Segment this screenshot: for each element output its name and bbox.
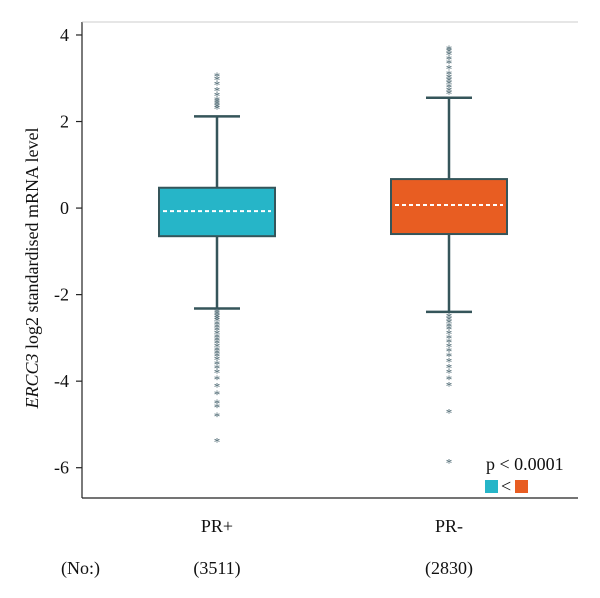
outlier-point-pr-minus: * [446, 52, 453, 67]
y-tick-label: 4 [60, 25, 69, 45]
outlier-point-pr-minus: * [446, 319, 453, 334]
outlier-point-pr-plus: * [214, 102, 221, 117]
outlier-point-pr-minus: * [446, 340, 453, 355]
outlier-point-pr-minus: * [446, 355, 453, 370]
outlier-point-pr-plus: * [214, 409, 221, 424]
outlier-point-pr-plus: * [214, 372, 221, 387]
count-row-label: (No:) [61, 558, 100, 579]
outlier-point-pr-plus: * [214, 435, 221, 450]
outlier-point-pr-minus: * [446, 56, 453, 71]
outlier-point-pr-minus: * [446, 86, 453, 101]
outlier-point-pr-minus: * [446, 44, 453, 59]
outlier-point-pr-minus: * [446, 67, 453, 82]
outlier-point-pr-minus: * [446, 322, 453, 337]
outlier-point-pr-minus: * [446, 83, 453, 98]
y-tick-label: -6 [54, 458, 69, 478]
outlier-point-pr-plus: * [214, 93, 221, 108]
outlier-point-pr-minus: * [446, 344, 453, 359]
outlier-point-pr-minus: * [446, 456, 453, 471]
y-tick-label: -2 [54, 285, 69, 305]
outlier-point-pr-minus: * [446, 378, 453, 393]
outlier-point-pr-minus: * [446, 366, 453, 381]
outlier-point-pr-plus: * [214, 317, 221, 332]
outlier-point-pr-plus: * [214, 89, 221, 104]
outlier-point-pr-minus: * [446, 76, 453, 91]
outlier-point-pr-minus: * [446, 47, 453, 62]
y-axis-label: ERCC3 log2 standardised mRNA level [22, 128, 42, 410]
outlier-point-pr-minus: * [446, 309, 453, 324]
outlier-point-pr-plus: * [214, 366, 221, 381]
outlier-point-pr-minus: * [446, 327, 453, 342]
x-tick-label-pr-plus: PR+ [201, 516, 233, 536]
boxes: ****************************************… [158, 42, 508, 471]
outlier-point-pr-plus: * [214, 340, 221, 355]
outlier-point-pr-plus: * [214, 333, 221, 348]
outlier-point-pr-plus: * [214, 78, 221, 93]
y-ticks: 4 2 0 -2 -4 -6 [54, 25, 82, 478]
outlier-point-pr-plus: * [214, 387, 221, 402]
outlier-point-pr-plus: * [214, 69, 221, 84]
outlier-point-pr-plus: * [214, 314, 221, 329]
x-tick-label-pr-minus: PR- [435, 516, 463, 536]
y-tick-label: 0 [60, 198, 69, 218]
count-pr-minus: (2830) [425, 558, 473, 579]
outlier-point-pr-plus: * [214, 99, 221, 114]
outlier-point-pr-minus: * [446, 80, 453, 95]
outlier-point-pr-plus: * [214, 73, 221, 88]
outlier-point-pr-plus: * [214, 349, 221, 364]
outlier-point-pr-plus: * [214, 379, 221, 394]
outlier-point-pr-minus: * [446, 70, 453, 85]
outlier-point-pr-plus: * [214, 327, 221, 342]
outlier-point-pr-minus: * [446, 335, 453, 350]
legend-swatch-pr-minus [515, 480, 528, 493]
outlier-point-pr-plus: * [214, 320, 221, 335]
outlier-point-pr-plus: * [214, 309, 221, 324]
legend-swatch-pr-plus [485, 480, 498, 493]
y-tick-label: 2 [60, 112, 69, 132]
outlier-point-pr-minus: * [446, 372, 453, 387]
outlier-point-pr-plus: * [214, 83, 221, 98]
outlier-point-pr-minus: * [446, 360, 453, 375]
outlier-point-pr-plus: * [214, 307, 221, 322]
outlier-point-pr-plus: * [214, 396, 221, 411]
outlier-point-pr-plus: * [214, 95, 221, 110]
outlier-point-pr-minus: * [446, 73, 453, 88]
outlier-point-pr-plus: * [214, 346, 221, 361]
outlier-point-pr-minus: * [446, 316, 453, 331]
outlier-point-pr-plus: * [214, 353, 221, 368]
outlier-point-pr-minus: * [446, 331, 453, 346]
outlier-point-pr-plus: * [214, 400, 221, 415]
box-pr-minus [390, 178, 508, 236]
outlier-point-pr-plus: * [214, 357, 221, 372]
outlier-point-pr-plus: * [214, 361, 221, 376]
outlier-point-pr-plus: * [214, 343, 221, 358]
count-pr-plus: (3511) [193, 558, 240, 579]
outlier-point-pr-minus: * [446, 405, 453, 420]
outlier-point-pr-minus: * [446, 313, 453, 328]
outlier-point-pr-plus: * [214, 305, 221, 320]
outlier-point-pr-minus: * [446, 42, 453, 57]
outlier-point-pr-minus: * [446, 62, 453, 77]
legend-pvalue: p < 0.0001 [486, 454, 564, 474]
outlier-point-pr-plus: * [214, 97, 221, 112]
y-tick-label: -4 [54, 371, 69, 391]
outlier-point-pr-plus: * [214, 336, 221, 351]
legend-comparison: < [501, 476, 511, 496]
outlier-point-pr-plus: * [214, 330, 221, 345]
outlier-point-pr-plus: * [214, 311, 221, 326]
outlier-point-pr-plus: * [214, 323, 221, 338]
outlier-point-pr-minus: * [446, 349, 453, 364]
